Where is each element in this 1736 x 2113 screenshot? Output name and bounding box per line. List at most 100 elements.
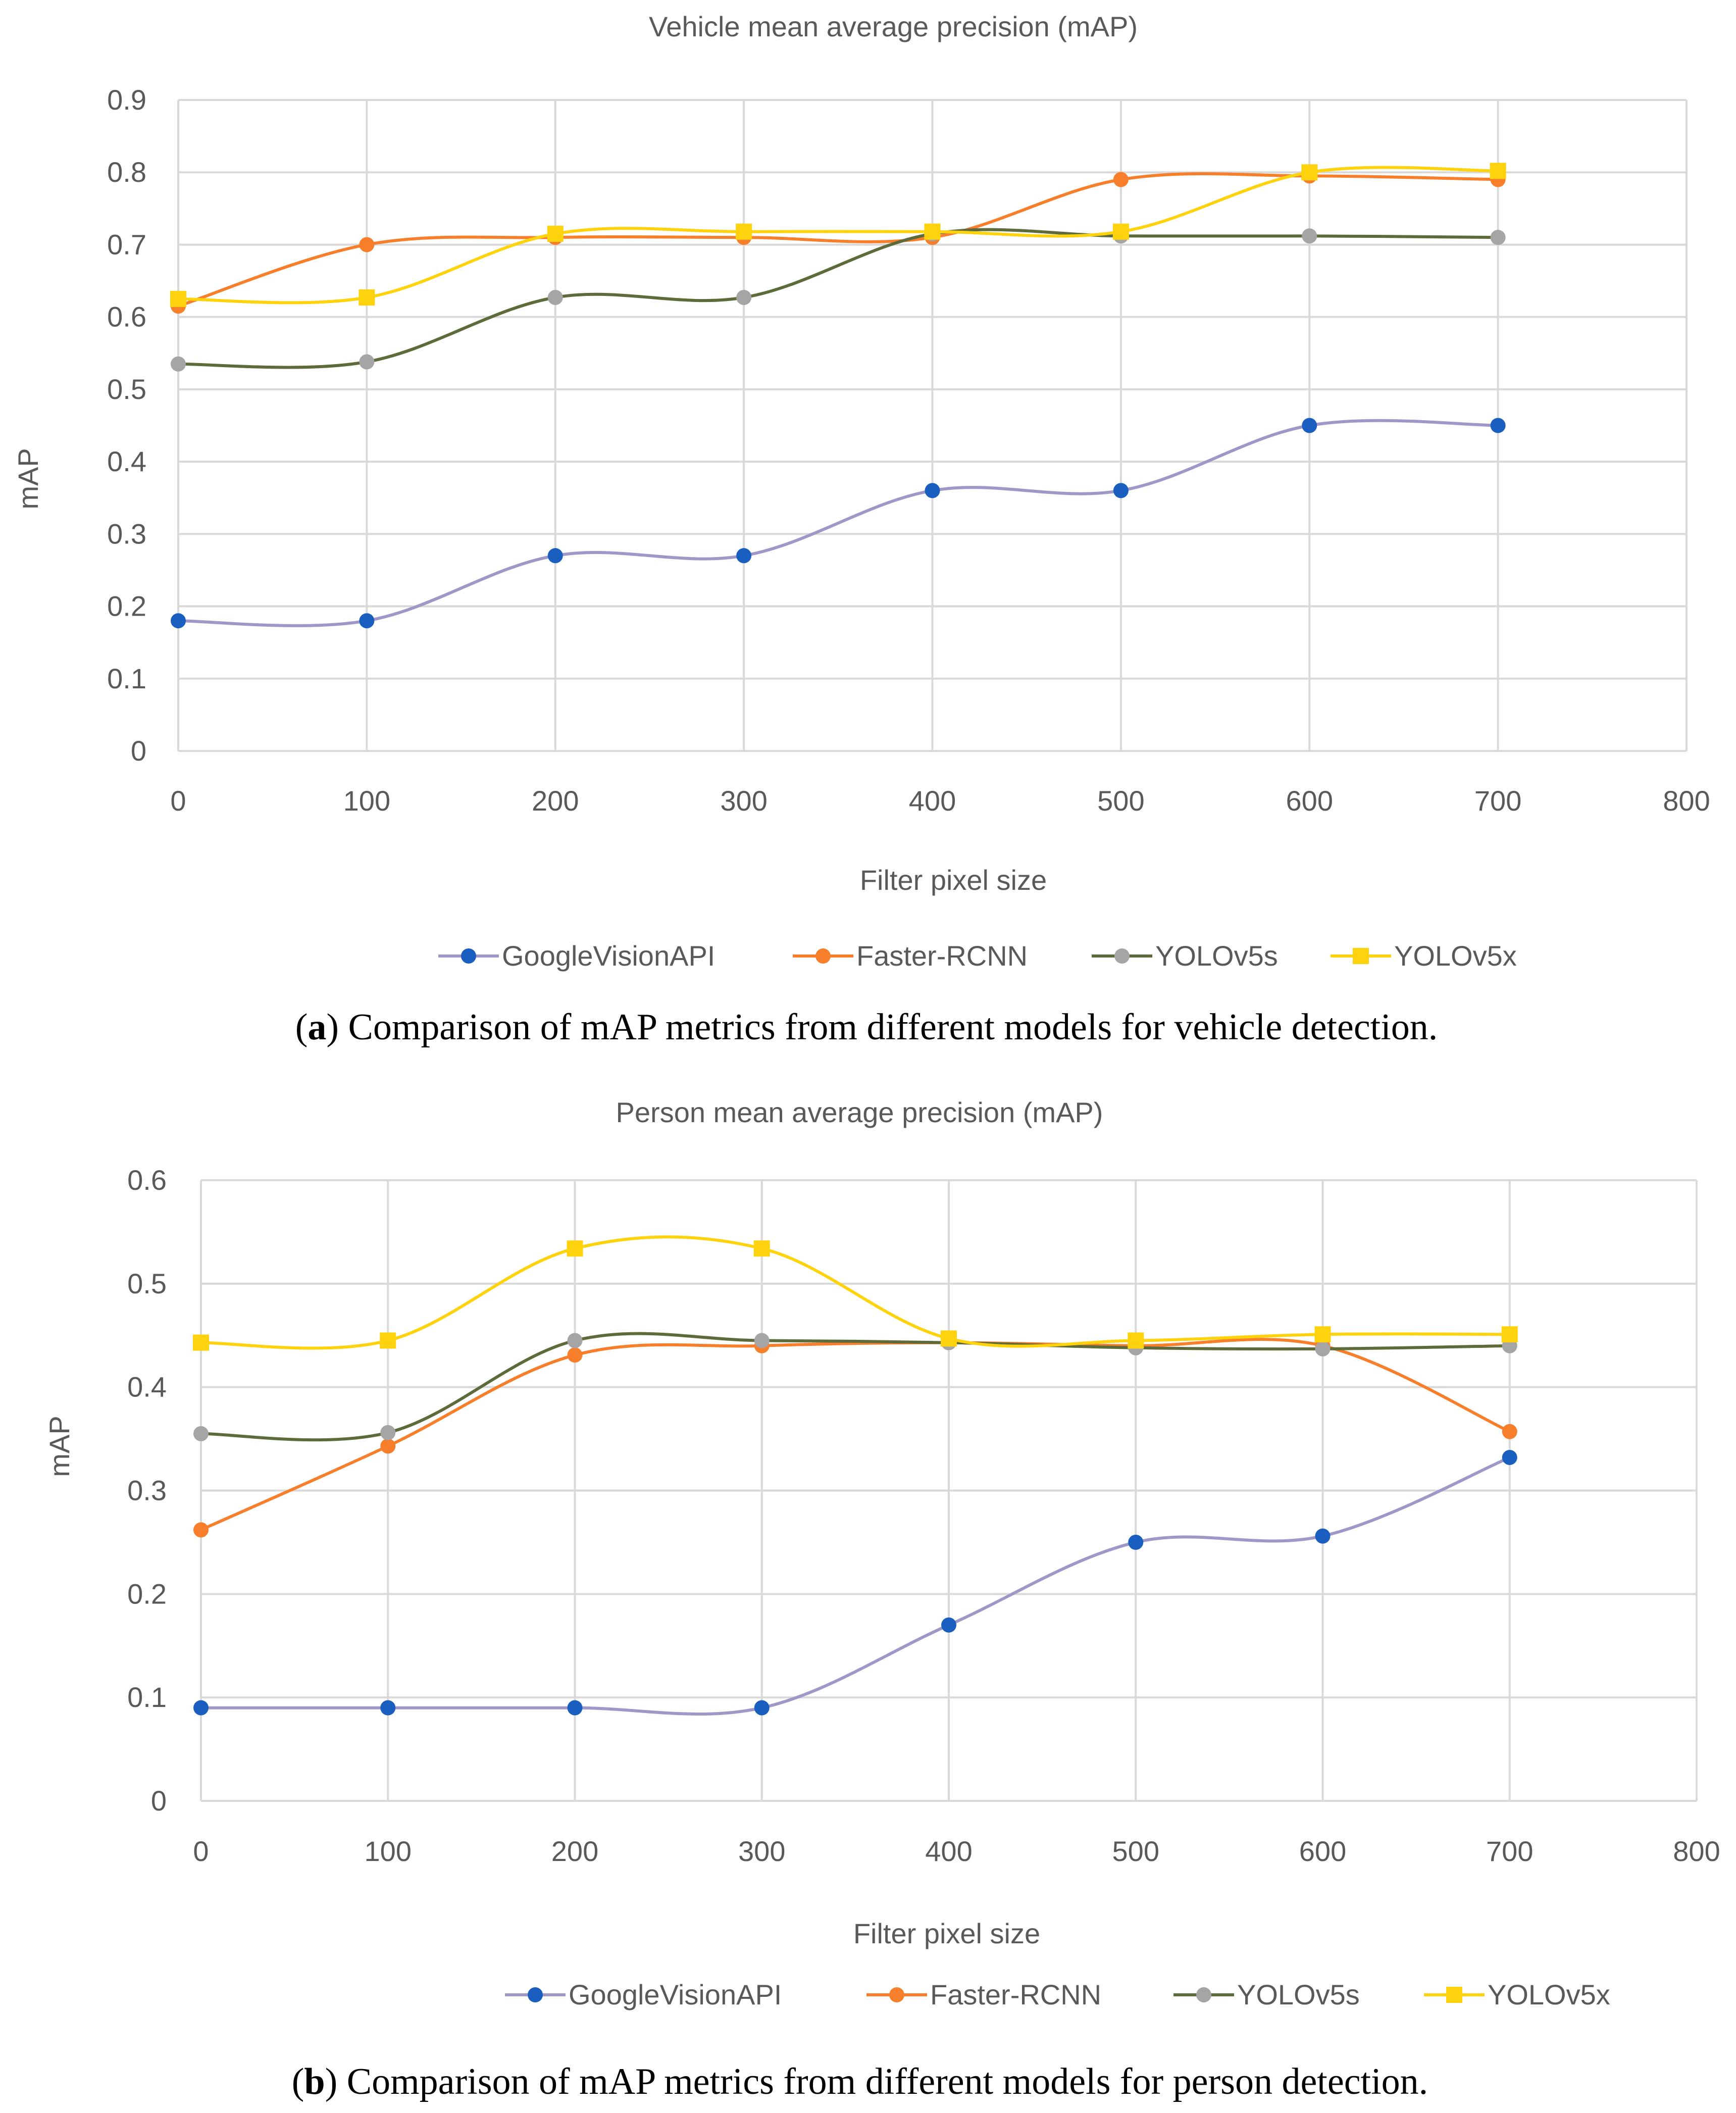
data-point-googlevisionapi [941,1617,956,1633]
caption-label-vehicle: a [308,1007,326,1048]
legend-item-faster-rcnn: Faster-RCNN [866,1979,1101,2010]
x-tick-label: 300 [738,1835,785,1867]
legend-item-yolov5x: YOLOv5x [1424,1979,1610,2010]
x-axis-label-person: Filter pixel size [853,1918,1040,1949]
vehicle-map-chart: Vehicle mean average precision (mAP) 0 0.… [12,11,1710,1048]
data-point-yolov5x [170,290,186,307]
legend-marker [1353,948,1369,964]
data-point-yolov5x [924,223,941,240]
y-ticks-person: 0 0.1 0.2 0.3 0.4 0.5 0.6 [127,1164,167,1817]
y-axis-label-vehicle: mAP [12,448,44,509]
data-point-faster-rcnn [380,1438,396,1454]
grid-vehicle [177,99,1688,752]
y-tick-label: 0.1 [127,1681,167,1713]
x-tick-label: 200 [532,785,579,817]
series-line-yolov5s [177,228,1500,369]
x-tick-label: 500 [1097,785,1144,817]
data-point-googlevisionapi [1128,1534,1144,1550]
legend-marker [1114,948,1130,964]
x-tick-label: 700 [1486,1835,1533,1867]
series-line-yolov5x [177,166,1500,305]
data-point-googlevisionapi [754,1700,770,1716]
legend-label: YOLOv5x [1394,940,1517,972]
series-line-faster-rcnn [199,1338,1511,1532]
x-tick-label: 800 [1673,1835,1720,1867]
data-point-yolov5x [1112,223,1129,240]
x-tick-label: 600 [1299,1835,1346,1867]
series-line-yolov5x [199,1235,1511,1350]
legend-label: YOLOv5s [1237,1979,1360,2010]
legend-label: GoogleVisionAPI [569,1979,782,2010]
legend-item-yolov5x: YOLOv5x [1331,940,1517,972]
legend-item-yolov5s: YOLOv5s [1092,940,1278,972]
x-tick-label: 300 [720,785,767,817]
y-tick-label: 0.5 [107,373,146,405]
y-tick-label: 0.4 [107,445,146,477]
legend-label: YOLOv5x [1488,1979,1610,2010]
data-point-yolov5s [1302,228,1317,244]
y-tick-label: 0.6 [107,301,146,333]
legend-label: GoogleVisionAPI [502,940,715,972]
data-point-yolov5x [193,1334,209,1351]
data-point-googlevisionapi [925,483,940,498]
data-point-yolov5s [1490,230,1506,245]
data-point-yolov5x [1128,1332,1144,1349]
x-tick-label: 0 [170,785,186,817]
data-point-yolov5x [941,1330,957,1347]
caption-person: (b) Comparison of mAP metrics from diffe… [292,2061,1428,2102]
series-line-googlevisionapi [177,419,1500,627]
caption-text-person: Comparison of mAP metrics from different… [347,2061,1428,2102]
legend-marker [528,1987,543,2002]
y-tick-label: 0.5 [127,1268,167,1299]
x-tick-label: 500 [1112,1835,1159,1867]
x-tick-label: 0 [193,1835,209,1867]
data-point-googlevisionapi [380,1700,396,1716]
x-tick-label: 600 [1286,785,1333,817]
data-point-googlevisionapi [359,613,375,629]
legend-marker [1196,1987,1211,2002]
caption-vehicle: (a) Comparison of mAP metrics from diffe… [295,1007,1438,1048]
data-point-faster-rcnn [1502,1424,1517,1439]
x-axis-label-vehicle: Filter pixel size [860,864,1047,896]
data-point-googlevisionapi [567,1700,583,1716]
x-ticks-vehicle: 0 100 200 300 400 500 600 700 800 [170,785,1710,817]
x-tick-label: 100 [365,1835,412,1867]
y-axis-label-person: mAP [43,1416,75,1477]
x-tick-label: 800 [1663,785,1710,817]
data-point-googlevisionapi [1490,418,1506,433]
legend-marker [461,948,476,964]
x-tick-label: 400 [925,1835,972,1867]
grid-person [200,1179,1698,1802]
y-tick-label: 0.2 [107,590,146,622]
legend-label: YOLOv5s [1155,940,1278,972]
data-point-googlevisionapi [1113,483,1129,498]
data-point-faster-rcnn [359,237,375,253]
y-tick-label: 0.6 [127,1164,167,1196]
y-tick-label: 0.2 [127,1578,167,1609]
x-tick-label: 200 [551,1835,598,1867]
caption-label-person: b [304,2061,325,2102]
y-tick-label: 0.4 [127,1371,167,1403]
y-tick-label: 0.1 [107,663,146,694]
caption-text-vehicle: Comparison of mAP metrics from different… [348,1007,1438,1048]
chart-title-person: Person mean average precision (mAP) [616,1096,1103,1128]
series-line-faster-rcnn [177,172,1500,308]
y-tick-label: 0 [151,1785,167,1817]
legend-item-googlevisionapi: GoogleVisionAPI [505,1979,782,2010]
y-tick-label: 0.8 [107,156,146,188]
data-point-yolov5x [380,1332,396,1349]
y-tick-label: 0.7 [107,228,146,260]
legend-vehicle: GoogleVisionAPI Faster-RCNN YOLOv5s YOLOv5x [438,940,1517,972]
series-vehicle [170,163,1506,629]
data-point-faster-rcnn [567,1347,583,1363]
x-ticks-person: 0 100 200 300 400 500 600 700 800 [193,1835,1720,1867]
y-tick-label: 0 [131,735,146,767]
x-tick-label: 100 [343,785,390,817]
data-point-yolov5s [380,1425,396,1440]
legend-marker [1446,1987,1462,2003]
data-point-yolov5s [1315,1341,1331,1356]
x-tick-label: 700 [1474,785,1521,817]
y-ticks-vehicle: 0 0.1 0.2 0.3 0.4 0.5 0.6 0.7 0.8 0.9 [107,84,146,767]
chart-title-vehicle: Vehicle mean average precision (mAP) [649,11,1138,42]
